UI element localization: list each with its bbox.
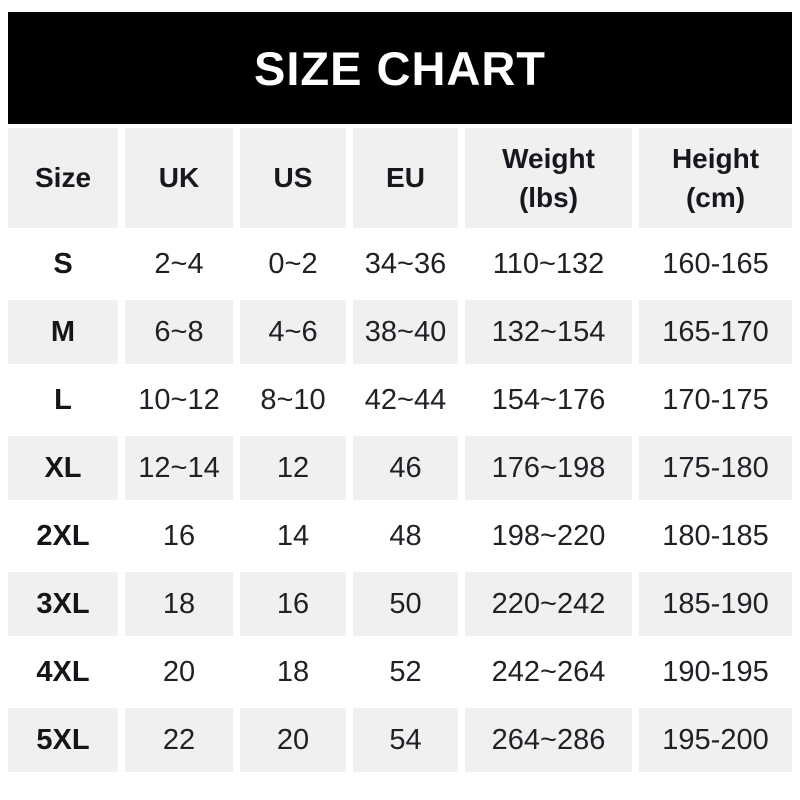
column-header-weight: Weight (lbs)	[465, 128, 632, 228]
cell-size-2xl: 2XL	[36, 519, 90, 552]
cell-us-m: 4~6	[240, 300, 346, 364]
table-header: Size UK US EU Weight (lbs) Height (cm)	[8, 128, 792, 228]
column-header-size: Size	[8, 128, 118, 228]
table-row-m: M 6~8 4~6 38~40 132~154 165-170	[8, 300, 792, 364]
cell-weight-xl: 176~198	[465, 436, 632, 500]
cell-us-l: 8~10	[260, 383, 326, 416]
cell-height-5xl: 195-200	[639, 708, 792, 772]
cell-weight-2xl: 198~220	[491, 519, 606, 552]
size-chart-title: SIZE CHART	[254, 41, 546, 95]
cell-height-l: 170-175	[662, 383, 769, 416]
header-row: Size UK US EU Weight (lbs) Height (cm)	[8, 128, 792, 228]
cell-height-4xl: 190-195	[662, 655, 769, 688]
cell-uk-s: 2~4	[154, 247, 204, 280]
cell-weight-s: 110~132	[492, 247, 605, 280]
column-label-weight: Weight	[502, 142, 595, 174]
cell-height-s: 160-165	[662, 247, 769, 280]
cell-size-l: L	[54, 383, 72, 416]
cell-size-xl: XL	[8, 436, 118, 500]
cell-eu-xl: 46	[353, 436, 458, 500]
cell-weight-4xl: 242~264	[491, 655, 606, 688]
size-chart-banner: SIZE CHART	[8, 12, 792, 124]
column-header-uk: UK	[125, 128, 233, 228]
cell-eu-5xl: 54	[353, 708, 458, 772]
cell-height-3xl: 185-190	[639, 572, 792, 636]
table-row-2xl: 2XL 16 14 48 198~220 180-185	[8, 504, 792, 568]
cell-size-4xl: 4XL	[36, 655, 90, 688]
cell-us-4xl: 18	[276, 655, 310, 688]
column-header-eu: EU	[353, 128, 458, 228]
cell-size-5xl: 5XL	[8, 708, 118, 772]
cell-uk-4xl: 20	[162, 655, 196, 688]
size-chart-table: Size UK US EU Weight (lbs) Height (cm) S 2~4 0~2 3…	[1, 124, 799, 776]
cell-uk-m: 6~8	[125, 300, 233, 364]
column-label-size: Size	[34, 162, 92, 194]
cell-us-5xl: 20	[240, 708, 346, 772]
table-row-s: S 2~4 0~2 34~36 110~132 160-165	[8, 232, 792, 296]
column-header-height: Height (cm)	[639, 128, 792, 228]
cell-us-xl: 12	[240, 436, 346, 500]
column-unit-height: (cm)	[685, 182, 746, 213]
cell-height-m: 165-170	[639, 300, 792, 364]
column-label-us: US	[273, 162, 313, 194]
cell-size-3xl: 3XL	[8, 572, 118, 636]
cell-weight-5xl: 264~286	[465, 708, 632, 772]
cell-height-xl: 175-180	[639, 436, 792, 500]
cell-eu-s: 34~36	[364, 247, 447, 280]
table-row-5xl: 5XL 22 20 54 264~286 195-200	[8, 708, 792, 772]
table-row-xl: XL 12~14 12 46 176~198 175-180	[8, 436, 792, 500]
column-label-uk: UK	[158, 162, 200, 194]
cell-height-2xl: 180-185	[662, 519, 769, 552]
cell-uk-5xl: 22	[125, 708, 233, 772]
column-header-us: US	[240, 128, 346, 228]
cell-size-s: S	[53, 247, 73, 280]
cell-eu-2xl: 48	[389, 519, 422, 552]
cell-eu-m: 38~40	[353, 300, 458, 364]
cell-weight-m: 132~154	[465, 300, 632, 364]
column-label-eu: EU	[386, 162, 425, 194]
column-label-height: Height	[671, 142, 760, 174]
table-row-3xl: 3XL 18 16 50 220~242 185-190	[8, 572, 792, 636]
cell-uk-2xl: 16	[162, 519, 196, 552]
cell-us-2xl: 14	[276, 519, 310, 552]
cell-uk-l: 10~12	[138, 383, 220, 416]
cell-us-s: 0~2	[268, 247, 318, 280]
cell-uk-3xl: 18	[125, 572, 233, 636]
cell-us-3xl: 16	[240, 572, 346, 636]
table-body: S 2~4 0~2 34~36 110~132 160-165 M 6~8 4~6 38~40 13…	[8, 232, 792, 772]
cell-eu-l: 42~44	[364, 383, 447, 416]
cell-eu-4xl: 52	[389, 655, 422, 688]
cell-size-m: M	[8, 300, 118, 364]
cell-uk-xl: 12~14	[125, 436, 233, 500]
cell-weight-l: 154~176	[491, 383, 606, 416]
cell-eu-3xl: 50	[353, 572, 458, 636]
cell-weight-3xl: 220~242	[465, 572, 632, 636]
table-row-l: L 10~12 8~10 42~44 154~176 170-175	[8, 368, 792, 432]
column-unit-weight: (lbs)	[518, 182, 579, 213]
table-row-4xl: 4XL 20 18 52 242~264 190-195	[8, 640, 792, 704]
